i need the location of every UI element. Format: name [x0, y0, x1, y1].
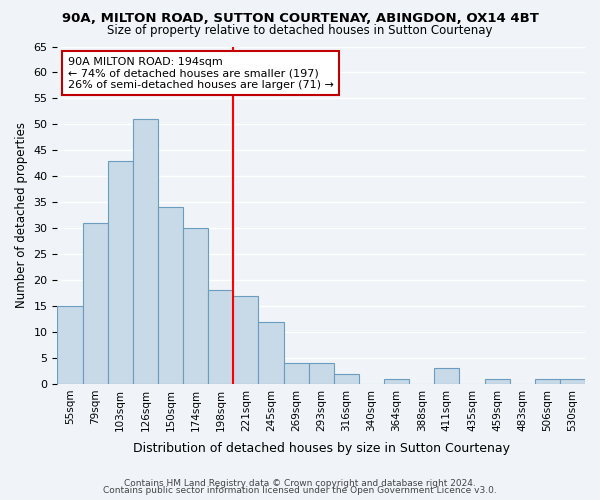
Bar [334, 374, 359, 384]
Bar [308, 363, 334, 384]
Bar [284, 363, 308, 384]
Text: 90A, MILTON ROAD, SUTTON COURTENAY, ABINGDON, OX14 4BT: 90A, MILTON ROAD, SUTTON COURTENAY, ABIN… [62, 12, 538, 26]
Bar [83, 223, 107, 384]
Bar [183, 228, 208, 384]
Bar [384, 378, 409, 384]
Text: Contains HM Land Registry data © Crown copyright and database right 2024.: Contains HM Land Registry data © Crown c… [124, 478, 476, 488]
Bar [233, 296, 259, 384]
Y-axis label: Number of detached properties: Number of detached properties [15, 122, 28, 308]
Bar [158, 208, 183, 384]
Bar [58, 306, 83, 384]
Text: Contains public sector information licensed under the Open Government Licence v3: Contains public sector information licen… [103, 486, 497, 495]
Bar [208, 290, 233, 384]
Bar [259, 322, 284, 384]
Bar [485, 378, 509, 384]
Bar [107, 160, 133, 384]
Bar [133, 119, 158, 384]
Bar [535, 378, 560, 384]
Bar [560, 378, 585, 384]
Text: Size of property relative to detached houses in Sutton Courtenay: Size of property relative to detached ho… [107, 24, 493, 37]
X-axis label: Distribution of detached houses by size in Sutton Courtenay: Distribution of detached houses by size … [133, 442, 510, 455]
Bar [434, 368, 460, 384]
Text: 90A MILTON ROAD: 194sqm
← 74% of detached houses are smaller (197)
26% of semi-d: 90A MILTON ROAD: 194sqm ← 74% of detache… [68, 56, 334, 90]
